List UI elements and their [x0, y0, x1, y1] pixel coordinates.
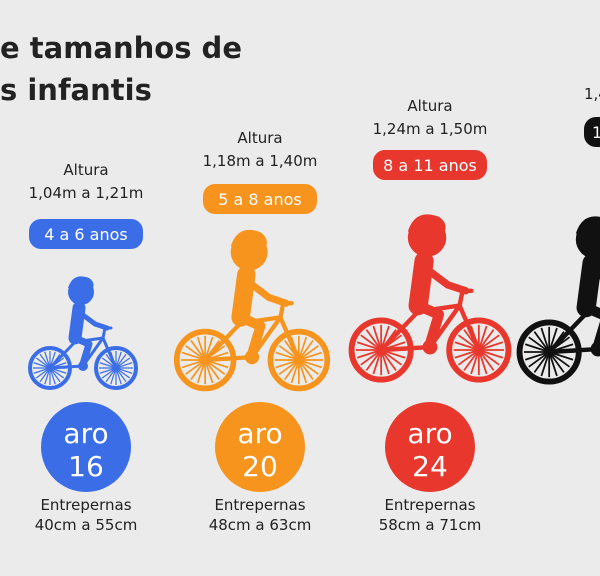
pedal [244, 350, 260, 365]
wheel [267, 328, 331, 392]
age-range: 1 [592, 123, 600, 142]
hair [68, 276, 94, 288]
rim-badge [385, 402, 475, 492]
pedal [78, 361, 88, 371]
bike-frame [242, 276, 290, 307]
height-range: 1,04m a 1,21m [29, 184, 144, 202]
hair [230, 229, 267, 247]
bike-frame [378, 303, 482, 353]
inseam-range: 40cm a 55cm [35, 516, 138, 534]
height-label: Altura [237, 129, 282, 147]
bike-icon [28, 276, 138, 390]
age-range: 5 a 8 anos [218, 190, 302, 209]
rim-size: 24 [412, 450, 448, 483]
bike-frame [48, 336, 118, 370]
bike-frame [71, 334, 93, 368]
age-range: 8 a 11 anos [383, 156, 477, 175]
pedal [590, 341, 600, 357]
bike-frame [420, 263, 470, 295]
wheel [446, 317, 512, 383]
inseam-label: Entrepernas [40, 496, 131, 514]
rim-badge [215, 402, 305, 492]
bike-icon [173, 229, 331, 392]
bike-frame [412, 300, 445, 350]
age-badge [584, 117, 600, 147]
inseam-label: Entrepernas [384, 496, 475, 514]
hair [575, 216, 600, 234]
rim-word: aro [63, 417, 108, 450]
rim-size: 16 [68, 450, 104, 483]
bike-icon [348, 214, 512, 383]
height-range: 1,4 [584, 85, 600, 103]
height-range: 1,24m a 1,50m [373, 120, 488, 138]
height-range: 1,18m a 1,40m [203, 152, 318, 170]
rim-word: aro [407, 417, 452, 450]
hair [407, 214, 446, 232]
inseam-range: 58cm a 71cm [379, 516, 482, 534]
bike-frame [580, 302, 600, 352]
height-label: Altura [63, 161, 108, 179]
wheel [94, 346, 138, 390]
bike-frame [203, 315, 301, 363]
rim-badge [41, 402, 131, 492]
rim-word: aro [237, 417, 282, 450]
inseam-range: 48cm a 63cm [209, 516, 312, 534]
age-range: 4 a 6 anos [44, 225, 128, 244]
bike-frame [546, 309, 600, 355]
age-badge [373, 150, 487, 180]
rim-size: 20 [242, 450, 278, 483]
height-label: Altura [407, 97, 452, 115]
bike-frame [76, 309, 110, 331]
title-line: e tamanhos de [0, 31, 242, 65]
age-badge [203, 184, 317, 214]
age-badge [29, 219, 143, 249]
inseam-label: Entrepernas [214, 496, 305, 514]
pedal [422, 339, 438, 355]
bike-frame [235, 312, 266, 360]
title-line: s infantis [0, 73, 152, 107]
bike-icon [516, 216, 600, 385]
